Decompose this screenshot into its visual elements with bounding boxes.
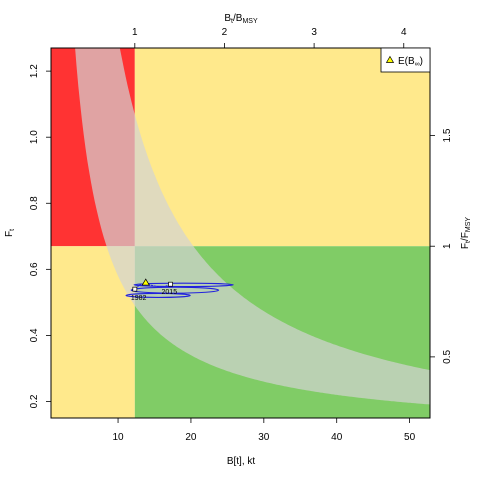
top-tick-label: 3 — [311, 27, 317, 38]
y-tick-label: 1.2 — [29, 64, 40, 78]
x-axis: 10 20 30 40 50 — [112, 418, 416, 443]
top-axis: 1 2 3 4 — [132, 27, 407, 48]
right-tick-label: 0.5 — [442, 349, 453, 363]
trajectory-end-marker — [168, 281, 173, 287]
trajectory-end-label: 2015 — [162, 289, 178, 296]
uncertainty-envelope — [75, 48, 430, 405]
right-axis: 0.5 1 1.5 — [430, 128, 453, 364]
y-axis-title: Ft — [4, 229, 16, 237]
legend-triangle-marker — [385, 55, 395, 63]
stock-trajectory: 1982 2015 — [125, 278, 234, 302]
uncertainty-ellipse-3 — [125, 292, 191, 298]
uncertainty-ellipse-1 — [133, 282, 234, 288]
right-tick-label: 1 — [442, 243, 453, 249]
top-tick-label: 2 — [222, 27, 228, 38]
x-tick-label: 40 — [331, 432, 343, 443]
x-tick-label: 20 — [185, 432, 197, 443]
top-axis-title: Bt/BMSY — [224, 13, 258, 25]
y-tick-label: 0.4 — [29, 328, 40, 342]
top-tick-label: 4 — [401, 27, 407, 38]
trajectory-line — [134, 283, 171, 290]
plot-area: 1982 2015 — [51, 48, 430, 418]
y-tick-label: 0.8 — [29, 196, 40, 210]
expected-biomass-marker — [141, 278, 150, 286]
x-tick-label: 50 — [404, 432, 416, 443]
top-tick-label: 1 — [132, 27, 138, 38]
legend: E(B∞) — [380, 47, 431, 73]
y-tick-label: 0.2 — [29, 394, 40, 408]
right-axis-title: Ft/FMSY — [460, 217, 472, 249]
uncertainty-ellipse-2 — [130, 286, 220, 294]
x-tick-label: 10 — [112, 432, 124, 443]
y-axis: 0.2 0.4 0.6 0.8 1.0 1.2 — [29, 64, 51, 408]
right-tick-label: 1.5 — [442, 128, 453, 142]
plot-frame — [50, 47, 431, 419]
x-axis-title: B[t], kt — [227, 456, 256, 467]
x-tick-label: 30 — [258, 432, 270, 443]
y-tick-label: 0.6 — [29, 262, 40, 276]
trajectory-start-label: 1982 — [131, 295, 147, 302]
trajectory-start-marker — [132, 286, 138, 292]
legend-label: E(B∞) — [398, 56, 423, 68]
zone-overfishing-healthy-biomass — [134, 48, 430, 247]
y-tick-label: 1.0 — [29, 130, 40, 144]
